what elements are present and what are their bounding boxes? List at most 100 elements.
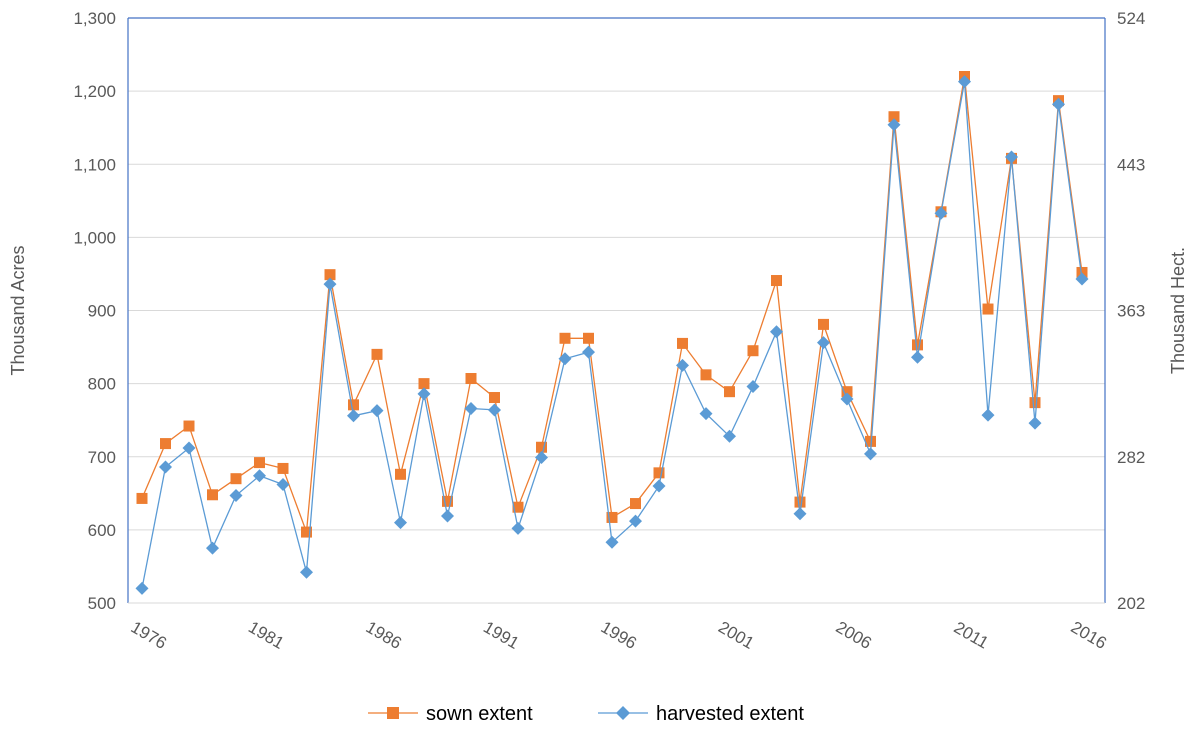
legend-label: sown extent <box>426 703 533 725</box>
y-axis-right-ticks: 202 282 363 443 524 <box>1117 9 1145 613</box>
plot-frame <box>127 17 1106 604</box>
data-point <box>771 275 782 287</box>
series-harvested-extent <box>135 75 1089 595</box>
legend-item: sown extent <box>368 703 533 725</box>
data-point <box>981 408 995 422</box>
data-point <box>230 473 242 485</box>
data-point <box>1076 266 1088 278</box>
data-point <box>324 269 336 281</box>
y-tick-label: 800 <box>88 375 116 394</box>
data-point <box>840 392 854 406</box>
y2-tick-label: 524 <box>1117 9 1145 28</box>
data-point <box>817 336 830 350</box>
data-point <box>794 496 806 508</box>
y2-axis-title: Thousand Hect. <box>1168 247 1188 374</box>
data-point <box>982 303 994 315</box>
legend-label: harvested extent <box>656 703 804 725</box>
data-point <box>511 521 525 535</box>
y-axis-title: Thousand Acres <box>8 245 28 375</box>
legend-item: harvested extent <box>598 703 804 725</box>
data-point <box>888 111 900 123</box>
data-point <box>136 492 148 504</box>
data-point <box>912 339 923 351</box>
data-point <box>182 441 196 455</box>
data-point <box>700 369 712 381</box>
data-point <box>301 526 312 538</box>
y2-tick-label: 282 <box>1117 448 1145 467</box>
data-point <box>160 438 171 450</box>
data-point <box>652 479 666 493</box>
y-tick-label: 700 <box>88 448 116 467</box>
data-point <box>958 75 971 89</box>
data-point <box>183 420 195 432</box>
data-point <box>253 469 266 483</box>
data-point <box>465 373 477 385</box>
data-point <box>793 507 807 521</box>
data-point <box>559 332 571 344</box>
data-point <box>254 457 265 469</box>
series-lines <box>135 71 1089 595</box>
data-point <box>418 378 430 390</box>
data-point <box>841 386 853 398</box>
data-point <box>370 404 384 418</box>
data-point <box>887 118 901 132</box>
x-tick-label: 2001 <box>715 618 757 653</box>
data-point <box>746 380 760 394</box>
data-point <box>677 337 688 349</box>
data-point <box>864 447 877 461</box>
data-point <box>1052 97 1065 111</box>
data-point <box>558 352 572 366</box>
x-tick-label: 2006 <box>833 618 875 653</box>
data-point <box>676 358 689 372</box>
data-point <box>606 511 618 523</box>
x-tick-label: 2016 <box>1068 618 1110 653</box>
data-point <box>747 345 759 357</box>
data-point <box>630 498 641 510</box>
data-point <box>395 468 406 480</box>
data-point <box>653 467 665 479</box>
data-point <box>394 516 407 530</box>
data-point <box>207 489 218 501</box>
data-point <box>605 535 619 549</box>
series-sown-extent <box>136 71 1088 538</box>
data-point <box>770 325 783 339</box>
data-point <box>1028 416 1042 430</box>
data-point <box>934 206 948 220</box>
y-tick-label: 600 <box>88 521 116 540</box>
data-point <box>1005 150 1018 164</box>
data-point <box>277 462 289 474</box>
data-point <box>348 399 359 411</box>
data-point <box>464 401 478 415</box>
data-point <box>724 386 735 398</box>
data-point <box>206 541 219 555</box>
legend: sown extent harvested extent <box>368 703 804 725</box>
data-point <box>417 387 431 401</box>
data-point <box>323 277 337 291</box>
x-tick-label: 1976 <box>128 618 170 653</box>
y-axis-left-ticks: 500 600 700 800 900 1,000 1,100 1,200 1,300 <box>73 9 116 613</box>
x-tick-label: 1996 <box>598 618 640 653</box>
legend-marker <box>616 706 630 720</box>
x-tick-label: 1981 <box>245 618 287 653</box>
x-tick-label: 2011 <box>951 618 992 653</box>
data-point <box>582 345 595 359</box>
data-point <box>300 565 313 579</box>
data-point <box>583 332 594 344</box>
data-point <box>1075 272 1089 286</box>
y2-tick-label: 443 <box>1117 155 1145 174</box>
y-tick-label: 1,300 <box>73 9 116 28</box>
legend-marker <box>387 707 399 719</box>
y-tick-label: 1,000 <box>73 228 116 247</box>
data-point <box>441 509 454 523</box>
y2-tick-label: 363 <box>1117 302 1145 321</box>
data-point <box>911 350 924 364</box>
x-tick-label: 1991 <box>480 618 522 653</box>
y2-tick-label: 202 <box>1117 594 1145 613</box>
data-point <box>818 318 829 330</box>
data-point <box>1029 397 1041 409</box>
data-point <box>699 407 713 421</box>
data-point <box>629 514 642 528</box>
data-point <box>371 348 383 360</box>
data-point <box>276 478 290 492</box>
